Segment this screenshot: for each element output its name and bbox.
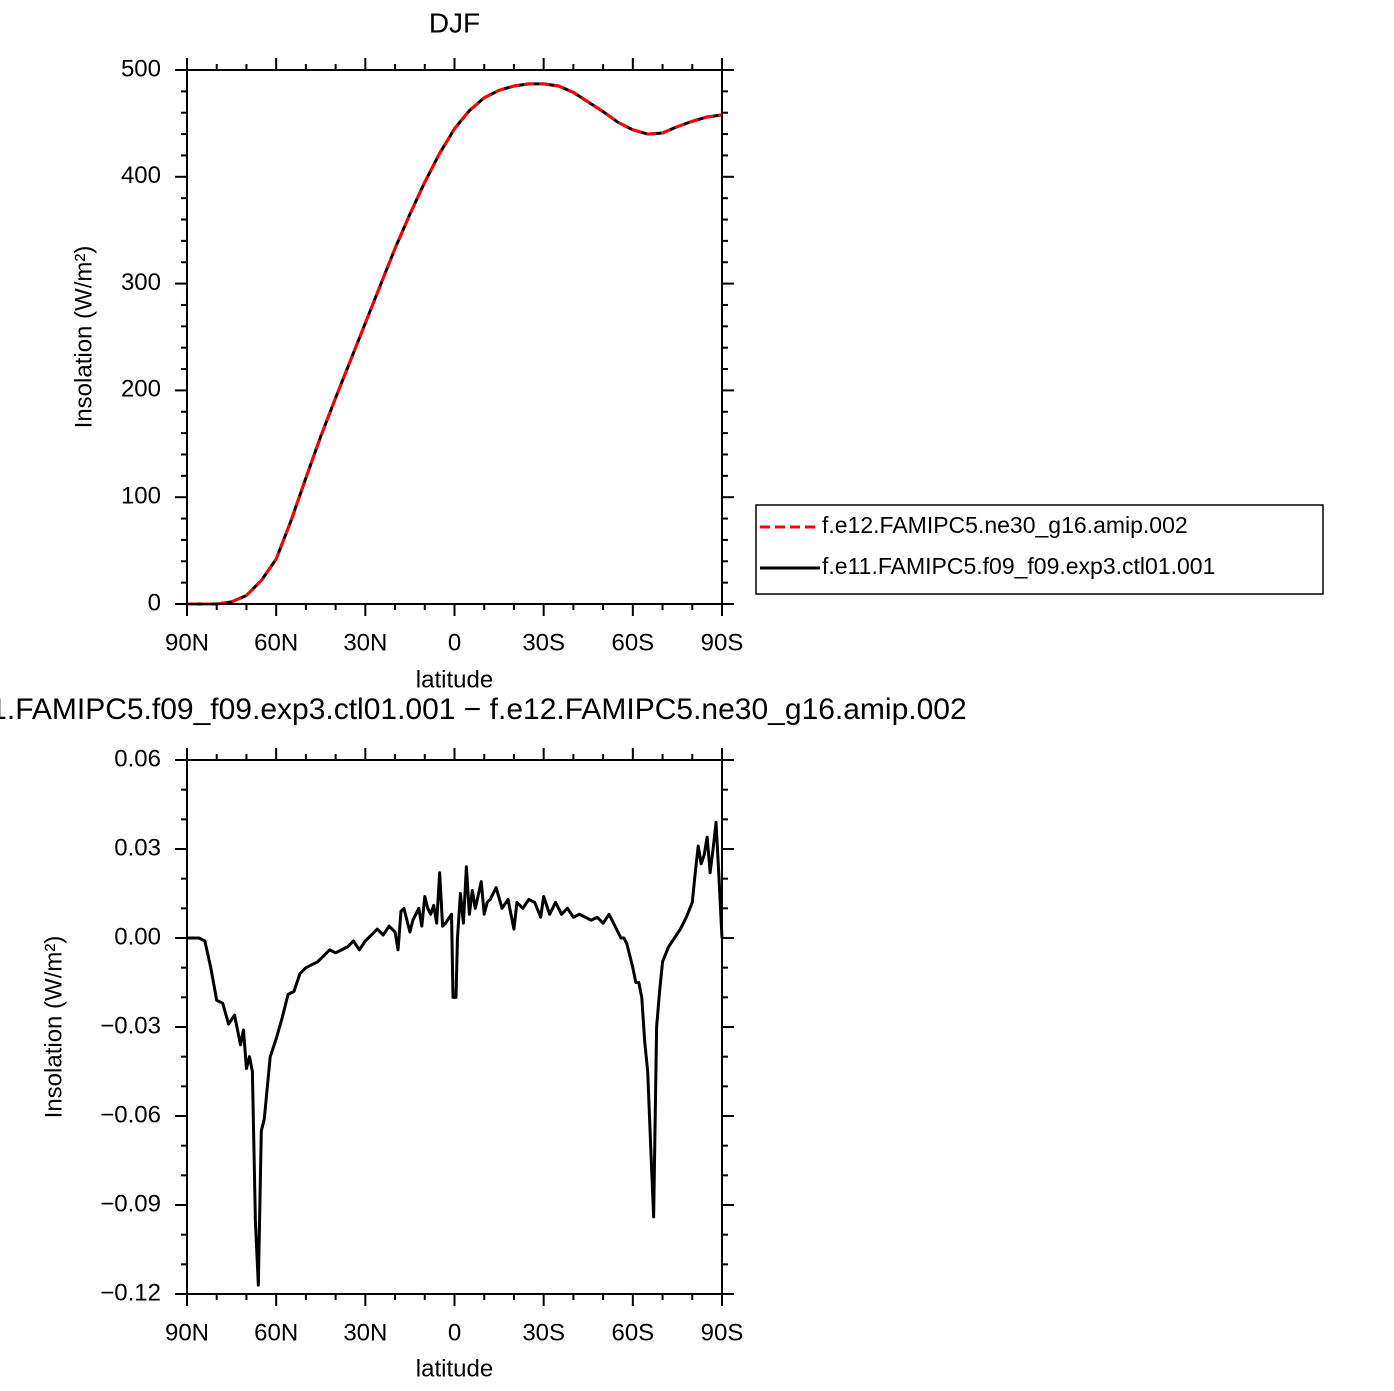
x-tick-label: 0 — [448, 1319, 461, 1346]
y-tick-label: 0.06 — [114, 745, 161, 772]
plot-frame — [186, 69, 723, 605]
y-tick-label: −0.03 — [100, 1012, 161, 1039]
y-tick-label: 400 — [121, 162, 161, 189]
x-tick-label: 30N — [343, 1319, 387, 1346]
x-tick-label: 30S — [522, 629, 565, 656]
y-axis-label: Insolation (W/m²) — [70, 246, 97, 429]
chart-title: DJF — [429, 7, 480, 38]
y-tick-label: 500 — [121, 55, 161, 82]
x-axis-label: latitude — [416, 666, 493, 693]
data-line — [187, 82, 723, 606]
x-tick-label: 90N — [165, 629, 209, 656]
y-axis-label: Insolation (W/m²) — [40, 936, 67, 1119]
x-tick-label: 60S — [611, 1319, 654, 1346]
legend-label: f.e11.FAMIPC5.f09_f09.exp3.ctl01.001 — [822, 553, 1215, 579]
y-tick-label: −0.06 — [100, 1101, 161, 1128]
x-tick-label: 90S — [701, 1319, 744, 1346]
plot-frame — [186, 759, 723, 1295]
x-tick-label: 0 — [448, 629, 461, 656]
x-tick-label: 90N — [165, 1319, 209, 1346]
y-tick-label: 100 — [121, 483, 161, 510]
y-tick-label: 200 — [121, 376, 161, 403]
legend-box — [755, 504, 1324, 595]
y-tick-label: −0.09 — [100, 1190, 161, 1217]
y-tick-label: 300 — [121, 269, 161, 296]
data-line — [187, 820, 724, 1287]
y-tick-label: −0.12 — [100, 1279, 161, 1306]
legend-label: f.e12.FAMIPC5.ne30_g16.amip.002 — [822, 512, 1188, 538]
x-tick-label: 30S — [522, 1319, 565, 1346]
chart-title: f.e11.FAMIPC5.f09_f09.exp3.ctl01.001 − f… — [0, 693, 967, 726]
y-tick-label: 0 — [148, 589, 161, 616]
y-tick-label: 0.00 — [114, 923, 161, 950]
x-tick-label: 60N — [254, 629, 298, 656]
data-line — [187, 82, 723, 606]
x-tick-label: 60N — [254, 1319, 298, 1346]
x-tick-label: 60S — [611, 629, 654, 656]
x-tick-label: 90S — [701, 629, 744, 656]
x-axis-label: latitude — [416, 1355, 493, 1382]
x-tick-label: 30N — [343, 629, 387, 656]
y-tick-label: 0.03 — [114, 834, 161, 861]
